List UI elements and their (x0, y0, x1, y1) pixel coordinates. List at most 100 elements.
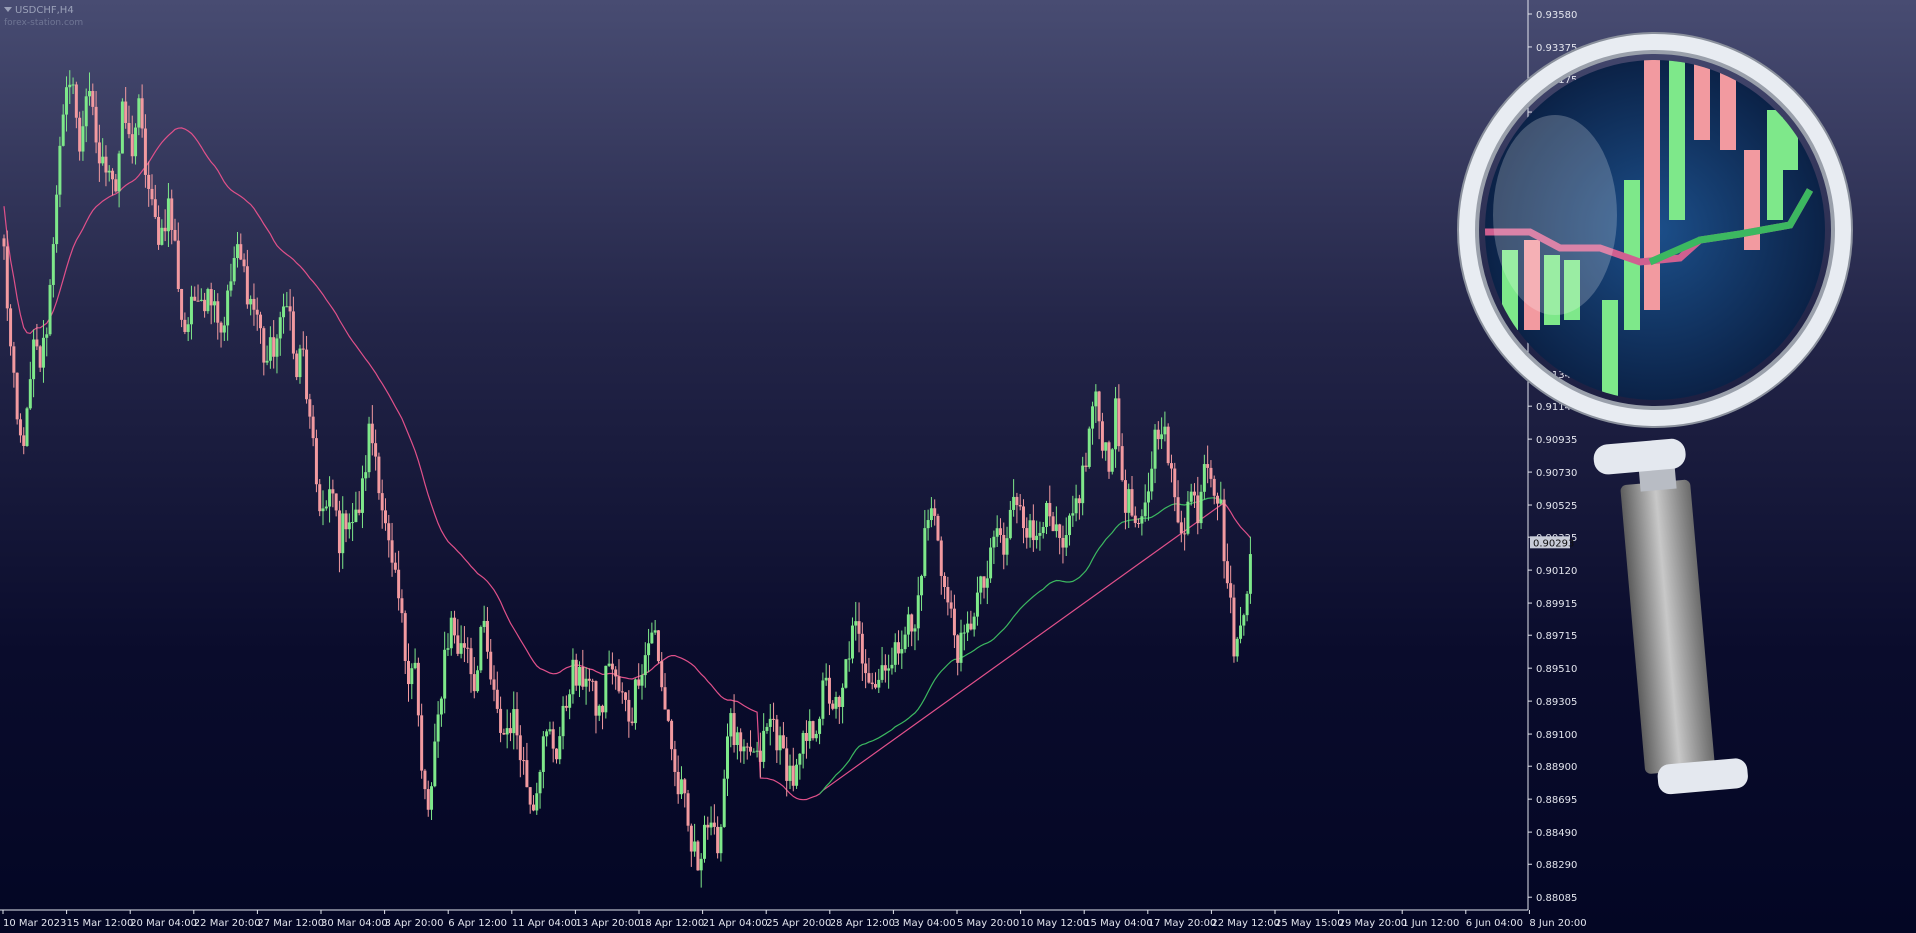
candle (584, 667, 588, 705)
candle (535, 782, 539, 815)
chart-title[interactable]: USDCHF,H4 forex-station.com (4, 5, 83, 29)
candle (597, 704, 601, 722)
candle-body (1225, 561, 1229, 584)
candle-body (864, 663, 868, 674)
candle-body (1166, 426, 1170, 464)
candle (587, 668, 591, 692)
time-tick-label: 10 Mar 2023 (3, 918, 66, 929)
candle (1110, 447, 1114, 475)
candle-body (1025, 528, 1029, 538)
candle-body (341, 513, 345, 554)
candle (722, 769, 726, 828)
candle-body (1012, 496, 1016, 510)
candle-body (1091, 406, 1095, 429)
candle-body (1100, 421, 1104, 451)
candle-body (337, 510, 341, 554)
price-tick-label: 0.91140 (1536, 402, 1577, 413)
candle-body (400, 598, 404, 614)
candle (1097, 390, 1101, 440)
candle-body (1064, 535, 1068, 548)
price-tick-label: 0.88695 (1536, 795, 1577, 806)
candle (860, 622, 864, 681)
candle (1179, 510, 1183, 543)
candle (183, 312, 187, 335)
price-badge-bg (1530, 536, 1570, 549)
candle (762, 713, 766, 769)
candle (502, 728, 506, 735)
candle (906, 606, 910, 647)
candle (512, 691, 516, 750)
candle-body (959, 632, 963, 663)
candle (324, 500, 328, 511)
candle (439, 696, 443, 727)
candle-body (920, 575, 924, 596)
candle-body (1130, 489, 1134, 516)
candle-body (679, 779, 683, 795)
candle (94, 91, 98, 154)
candle-body (1068, 515, 1072, 536)
candle (1104, 442, 1108, 461)
candle-body (702, 824, 706, 859)
zoom-candle (1624, 180, 1640, 330)
candle-body (305, 349, 309, 400)
time-tick-label: 5 May 20:00 (957, 918, 1019, 929)
zoom-ma-bull (1648, 188, 1814, 266)
time-tick-label: 25 May 15:00 (1275, 918, 1344, 929)
candle (923, 510, 927, 578)
triangle-down-icon[interactable] (4, 7, 12, 12)
candle-body (5, 246, 9, 309)
candle (374, 429, 378, 471)
candle-body (587, 678, 591, 681)
candle-body (433, 741, 437, 787)
candle (1216, 492, 1220, 521)
candle-body (1035, 535, 1039, 541)
candle-body (998, 528, 1002, 535)
time-tick-label: 21 Apr 04:00 (703, 918, 768, 929)
candle (804, 720, 808, 759)
candle-body (1143, 502, 1147, 517)
candle (936, 513, 940, 542)
candle-body (749, 746, 753, 752)
candle (633, 678, 637, 730)
candle-body (515, 709, 519, 736)
candle (522, 746, 526, 775)
time-tick-label: 20 Mar 04:00 (130, 918, 197, 929)
candle (189, 285, 193, 340)
candle (995, 515, 999, 548)
candle (360, 465, 364, 529)
candle (844, 658, 848, 689)
candle (696, 840, 700, 871)
candle (147, 161, 151, 207)
price-tick-label: 0.88490 (1536, 828, 1577, 839)
handle-collar (1593, 438, 1686, 475)
candle-body (443, 649, 447, 699)
candle (939, 536, 943, 595)
candle-body (821, 680, 825, 719)
candle (1146, 472, 1150, 521)
candle (219, 321, 223, 348)
candle-body (482, 620, 486, 627)
candle (726, 723, 730, 797)
price-tick-label: 0.88085 (1536, 893, 1577, 904)
candle (670, 719, 674, 761)
candle (259, 311, 263, 344)
candle (282, 293, 286, 334)
candle (268, 326, 272, 369)
candle (153, 184, 157, 219)
candle (423, 768, 427, 800)
candle-body (578, 666, 582, 686)
candle-body (1120, 446, 1124, 481)
candle-body (295, 353, 299, 378)
candle (495, 671, 499, 714)
candle-body (972, 616, 976, 630)
candle (81, 110, 85, 161)
candle (397, 550, 401, 611)
candle-body (1242, 615, 1246, 626)
candle (985, 560, 989, 605)
candle-body (298, 348, 302, 378)
candle (1008, 500, 1012, 540)
candle (545, 729, 549, 747)
candle-body (1071, 513, 1075, 516)
